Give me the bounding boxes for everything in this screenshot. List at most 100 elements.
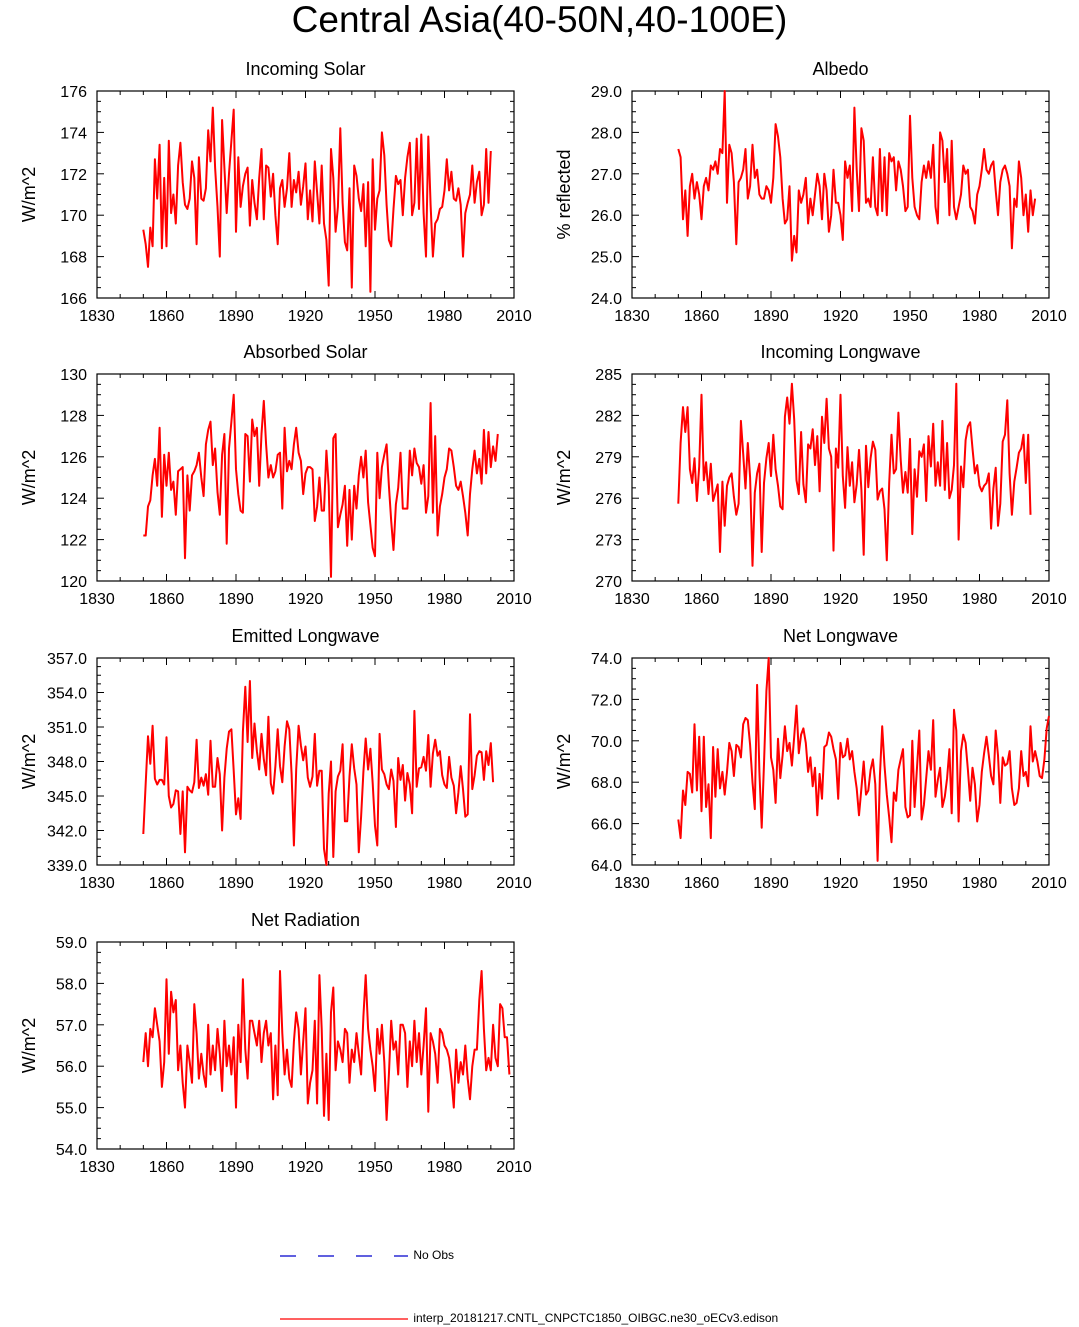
chart-panel-2: 1830 1860 1890 1920 1950 1980 2010 24.0 25.0 26.0…	[554, 59, 1067, 325]
x-tick-label: 1950	[357, 308, 393, 325]
x-tick-label: 2010	[1031, 875, 1067, 892]
series-line	[677, 382, 1032, 567]
y-tick-label: 68.0	[591, 775, 622, 792]
y-tick-label: 24.0	[591, 291, 622, 308]
x-tick-label: 1890	[753, 591, 789, 608]
y-tick-label: 120	[60, 574, 87, 591]
x-tick-label: 1980	[427, 308, 463, 325]
series-line	[677, 90, 1037, 262]
y-tick-label: 55.0	[56, 1101, 87, 1118]
y-tick-label: 124	[60, 491, 87, 508]
x-tick-label: 1890	[218, 591, 254, 608]
x-tick-label: 1860	[149, 591, 185, 608]
x-tick-label: 1980	[427, 1159, 463, 1176]
y-axis-label: W/m^2	[19, 1018, 39, 1073]
y-tick-label: 345.0	[47, 789, 87, 806]
y-tick-label: 174	[60, 125, 87, 142]
legend-model-label: interp_20181217.CNTL_CNPCTC1850_OIBGC.ne…	[413, 1311, 779, 1325]
y-tick-label: 58.0	[56, 976, 87, 993]
x-tick-label: 2010	[496, 1159, 532, 1176]
y-tick-label: 122	[60, 533, 87, 550]
legend-obs-swatch	[280, 1255, 408, 1257]
x-tick-label: 1950	[892, 308, 928, 325]
y-tick-label: 273	[595, 533, 622, 550]
y-tick-label: 176	[60, 84, 87, 101]
chart-title: Incoming Solar	[245, 59, 365, 79]
chart-title: Albedo	[812, 59, 868, 79]
y-axis-label: W/m^2	[19, 734, 39, 789]
chart-panel-4: 1830 1860 1890 1920 1950 1980 2010 270 273 276 279…	[554, 342, 1067, 608]
y-tick-label: 351.0	[47, 720, 87, 737]
y-tick-label: 276	[595, 491, 622, 508]
chart-panel-1: 1830 1860 1890 1920 1950 1980 2010 166 168 170 172…	[19, 59, 532, 325]
x-tick-label: 1920	[823, 308, 859, 325]
x-tick-label: 1950	[892, 875, 928, 892]
y-tick-label: 130	[60, 367, 87, 384]
x-tick-label: 1830	[79, 591, 115, 608]
legend-obs-label: No Obs	[413, 1248, 455, 1262]
x-tick-label: 1920	[823, 875, 859, 892]
x-tick-label: 1920	[288, 875, 324, 892]
x-tick-label: 1890	[753, 875, 789, 892]
chart-panel-3: 1830 1860 1890 1920 1950 1980 2010 120 122 124 126…	[19, 342, 532, 608]
x-tick-label: 1830	[614, 308, 650, 325]
y-tick-label: 57.0	[56, 1018, 87, 1035]
x-tick-label: 2010	[496, 875, 532, 892]
y-tick-label: 172	[60, 167, 87, 184]
y-axis-label: % reflected	[554, 149, 574, 239]
y-tick-label: 342.0	[47, 824, 87, 841]
series-line	[677, 657, 1050, 862]
x-tick-label: 1890	[218, 1159, 254, 1176]
y-tick-label: 25.0	[591, 250, 622, 267]
chart-title: Incoming Longwave	[760, 342, 920, 362]
x-tick-label: 1920	[288, 1159, 324, 1176]
x-tick-label: 1920	[288, 308, 324, 325]
y-tick-label: 270	[595, 574, 622, 591]
x-tick-label: 1860	[149, 1159, 185, 1176]
x-tick-label: 1830	[614, 591, 650, 608]
chart-title: Net Radiation	[251, 910, 360, 930]
x-tick-label: 1830	[614, 875, 650, 892]
y-tick-label: 54.0	[56, 1142, 87, 1159]
chart-title: Absorbed Solar	[243, 342, 367, 362]
x-tick-label: 1920	[288, 591, 324, 608]
x-tick-label: 2010	[496, 308, 532, 325]
legend-obs: No Obs	[280, 1248, 454, 1263]
y-tick-label: 29.0	[591, 84, 622, 101]
chart-panel-6: 1830 1860 1890 1920 1950 1980 2010 64.0 66.0 68.0…	[554, 626, 1067, 892]
y-tick-label: 59.0	[56, 935, 87, 952]
chart-panel-7: 1830 1860 1890 1920 1950 1980 2010 54.0 55.0 56.0…	[19, 910, 532, 1176]
y-tick-label: 26.0	[591, 208, 622, 225]
legend-model-swatch	[280, 1318, 408, 1320]
series-line	[142, 106, 492, 293]
chart-panel-5: 1830 1860 1890 1920 1950 1980 2010 339.0 342.0 34…	[19, 626, 532, 892]
y-tick-label: 128	[60, 408, 87, 425]
y-tick-label: 282	[595, 408, 622, 425]
x-tick-label: 1980	[962, 308, 998, 325]
x-tick-label: 1980	[962, 591, 998, 608]
x-tick-label: 1950	[357, 591, 393, 608]
x-tick-label: 1950	[357, 875, 393, 892]
x-tick-label: 2010	[1031, 308, 1067, 325]
y-tick-label: 166	[60, 291, 87, 308]
y-tick-label: 279	[595, 450, 622, 467]
y-tick-label: 354.0	[47, 686, 87, 703]
x-tick-label: 1920	[823, 591, 859, 608]
chart-title: Net Longwave	[783, 626, 898, 646]
series-line	[142, 680, 495, 866]
y-tick-label: 27.0	[591, 167, 622, 184]
y-tick-label: 339.0	[47, 858, 87, 875]
x-tick-label: 1980	[427, 591, 463, 608]
y-tick-label: 170	[60, 208, 87, 225]
x-tick-label: 2010	[1031, 591, 1067, 608]
y-tick-label: 74.0	[591, 651, 622, 668]
y-axis-label: W/m^2	[19, 167, 39, 222]
y-tick-label: 72.0	[591, 692, 622, 709]
x-tick-label: 1830	[79, 1159, 115, 1176]
x-tick-label: 1890	[218, 875, 254, 892]
x-tick-label: 2010	[496, 591, 532, 608]
x-tick-label: 1950	[357, 1159, 393, 1176]
y-tick-label: 357.0	[47, 651, 87, 668]
x-tick-label: 1830	[79, 308, 115, 325]
